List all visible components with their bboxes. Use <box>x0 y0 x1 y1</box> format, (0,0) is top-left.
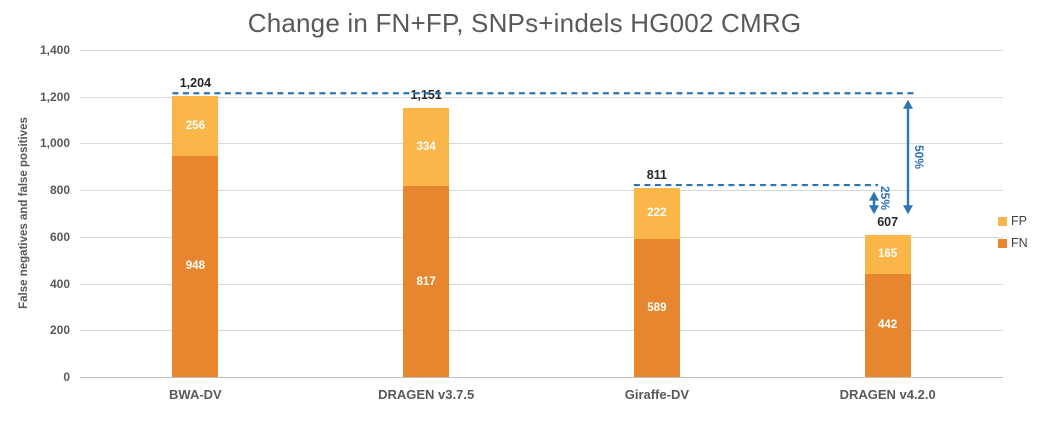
legend-label-fp: FP <box>1011 214 1027 228</box>
y-tick-label: 1,000 <box>39 136 70 151</box>
bar-fp-segment: 256 <box>172 95 219 156</box>
y-tick-label: 200 <box>49 323 70 338</box>
gridline <box>80 236 1003 238</box>
legend: FP FN <box>998 210 1028 254</box>
y-tick-label: 1,400 <box>39 43 70 57</box>
bar-total-label: 811 <box>646 167 667 182</box>
bar-fn-segment: 948 <box>172 155 219 377</box>
y-tick-label: 800 <box>49 183 70 198</box>
bar-fn-segment: 442 <box>864 273 911 377</box>
x-axis-label: DRAGEN v3.7.5 <box>378 387 475 402</box>
bar-fn-segment: 589 <box>633 239 680 377</box>
bar-fn-segment: 817 <box>403 186 450 377</box>
x-axis-label: BWA-DV <box>169 387 222 402</box>
bar-total-label: 1,204 <box>179 75 212 90</box>
bar-total-label: 1,151 <box>410 88 442 103</box>
arrowhead-icon <box>903 99 913 109</box>
y-tick-label: 1,200 <box>39 89 70 104</box>
gridline <box>80 143 1003 145</box>
gridline <box>80 96 1003 98</box>
legend-label-fn: FN <box>1011 236 1028 250</box>
bar-total-label: 607 <box>877 215 899 230</box>
bar-fp-segment: 222 <box>633 187 680 240</box>
x-axis-label: Giraffe-DV <box>624 387 690 402</box>
gridline <box>80 330 1003 332</box>
legend-swatch-fn-icon <box>998 238 1007 248</box>
legend-swatch-fp-icon <box>998 216 1007 226</box>
x-axis-label: DRAGEN v4.2.0 <box>839 387 936 402</box>
bar-fp-segment: 165 <box>864 235 911 274</box>
reduction-percent-label-25: 25% <box>878 185 892 210</box>
gridline <box>80 190 1003 192</box>
gridline <box>80 283 1003 285</box>
bar-fp-segment: 334 <box>403 108 450 187</box>
legend-item-fp: FP <box>998 210 1028 232</box>
reduction-percent-label-50: 50% <box>912 144 926 170</box>
chart-title: Change in FN+FP, SNPs+indels HG002 CMRG <box>247 8 802 38</box>
legend-item-fn: FN <box>998 232 1028 254</box>
y-tick-label: 600 <box>49 229 70 244</box>
y-tick-label: 400 <box>49 276 70 291</box>
gridline <box>80 50 1003 51</box>
y-tick-label: 0 <box>63 370 70 384</box>
arrowhead-icon <box>903 205 913 215</box>
x-axis-line <box>80 377 1003 378</box>
